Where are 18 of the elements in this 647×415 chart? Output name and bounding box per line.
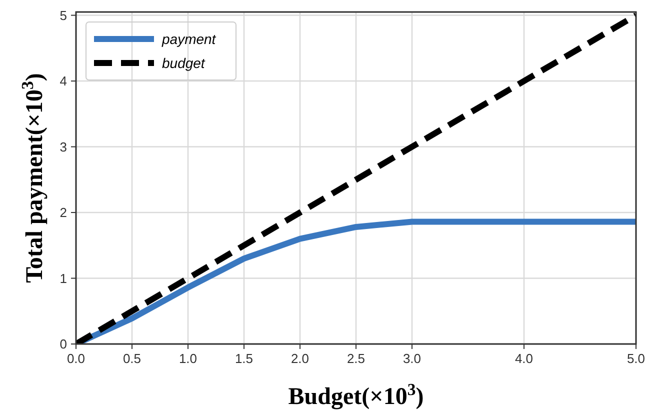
x-tick-label: 4.0 (514, 351, 534, 366)
x-tick-label: 1.0 (178, 351, 198, 366)
y-tick-label: 2 (60, 205, 67, 220)
y-tick-label: 5 (60, 8, 67, 23)
x-axis-title: Budget(×10$^{3}$) (288, 380, 424, 410)
legend-label: payment (161, 31, 217, 47)
y-tick-label: 1 (60, 270, 67, 286)
x-tick-label: 0.0 (66, 351, 86, 366)
x-tick-label: 1.5 (234, 351, 254, 366)
y-tick-label: 0 (60, 336, 67, 352)
legend-label: budget (162, 55, 206, 71)
x-tick-label: 2.5 (346, 351, 366, 366)
x-tick-label: 2.0 (290, 351, 310, 366)
x-tick-label: 3.0 (402, 351, 422, 366)
y-tick-label: 4 (60, 74, 67, 89)
y-tick-label: 3 (60, 139, 67, 154)
x-tick-label: 5.0 (626, 351, 646, 366)
x-tick-label: 0.5 (122, 351, 142, 366)
